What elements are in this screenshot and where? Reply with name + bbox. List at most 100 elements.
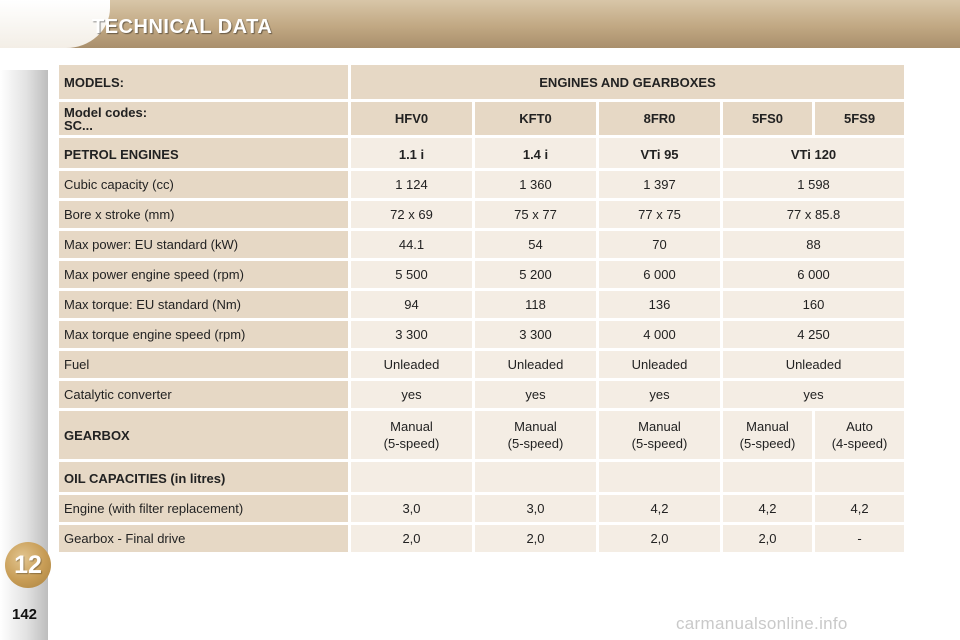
- gearbox-speeds: (5-speed): [739, 436, 796, 451]
- cell-value: 88: [723, 231, 905, 258]
- engines-header: ENGINES AND GEARBOXES: [351, 65, 905, 99]
- row-label: Catalytic converter: [59, 381, 348, 408]
- model-code: 8FR0: [599, 102, 720, 135]
- table-row: Fuel Unleaded Unleaded Unleaded Unleaded: [59, 351, 905, 378]
- cell-value: 4,2: [815, 495, 905, 522]
- model-codes-row: Model codes: SC... HFV0 KFT0 8FR0 5FS0 5…: [59, 102, 905, 135]
- empty-cell: [475, 462, 596, 492]
- watermark: carmanualsonline.info: [676, 614, 848, 633]
- chapter-badge: 12: [5, 542, 51, 588]
- cell-value: 5 500: [351, 261, 472, 288]
- table-row: Max power: EU standard (kW) 44.1 54 70 8…: [59, 231, 905, 258]
- table-row: Max torque engine speed (rpm) 3 300 3 30…: [59, 321, 905, 348]
- table-row: Cubic capacity (cc) 1 124 1 360 1 397 1 …: [59, 171, 905, 198]
- cell-value: yes: [475, 381, 596, 408]
- gearbox-type: Manual: [746, 419, 789, 434]
- table-row: Engine (with filter replacement) 3,0 3,0…: [59, 495, 905, 522]
- row-label: Max power engine speed (rpm): [59, 261, 348, 288]
- cell-value: 3,0: [475, 495, 596, 522]
- model-codes-label-line2: SC...: [64, 117, 93, 133]
- empty-cell: [723, 462, 812, 492]
- cell-value: 3 300: [351, 321, 472, 348]
- table-row: Max torque: EU standard (Nm) 94 118 136 …: [59, 291, 905, 318]
- cell-value: Unleaded: [723, 351, 905, 378]
- engine-name: VTi 95: [599, 138, 720, 168]
- cell-value: 2,0: [351, 525, 472, 552]
- cell-value: 6 000: [599, 261, 720, 288]
- cell-value: 4,2: [599, 495, 720, 522]
- model-code: 5FS0: [723, 102, 812, 135]
- cell-value: 72 x 69: [351, 201, 472, 228]
- gearbox-speeds: (5-speed): [383, 436, 440, 451]
- cell-value: 4,2: [723, 495, 812, 522]
- cell-value: 4 000: [599, 321, 720, 348]
- gearbox-value: Manual (5-speed): [723, 411, 812, 459]
- gearbox-speeds: (5-speed): [631, 436, 688, 451]
- header-tab: [0, 0, 110, 48]
- model-code: HFV0: [351, 102, 472, 135]
- model-codes-label: Model codes: SC...: [59, 102, 348, 135]
- cell-value: 4 250: [723, 321, 905, 348]
- gearbox-value: Manual (5-speed): [599, 411, 720, 459]
- cell-value: 44.1: [351, 231, 472, 258]
- gearbox-type: Manual: [390, 419, 433, 434]
- cell-value: 3 300: [475, 321, 596, 348]
- cell-value: 70: [599, 231, 720, 258]
- gearbox-label: GEARBOX: [59, 411, 348, 459]
- model-code: KFT0: [475, 102, 596, 135]
- cell-value: yes: [723, 381, 905, 408]
- gearbox-value: Manual (5-speed): [475, 411, 596, 459]
- cell-value: 77 x 75: [599, 201, 720, 228]
- cell-value: Unleaded: [475, 351, 596, 378]
- cell-value: yes: [351, 381, 472, 408]
- models-label: MODELS:: [59, 65, 348, 99]
- models-row: MODELS: ENGINES AND GEARBOXES: [59, 65, 905, 99]
- page-title: TECHNICAL DATA: [92, 16, 273, 38]
- gearbox-row: GEARBOX Manual (5-speed) Manual (5-speed) …: [59, 411, 905, 459]
- gearbox-value: Auto (4-speed): [815, 411, 905, 459]
- petrol-engines-label: PETROL ENGINES: [59, 138, 348, 168]
- gearbox-type: Manual: [514, 419, 557, 434]
- engine-name: 1.1 i: [351, 138, 472, 168]
- gearbox-value: Manual (5-speed): [351, 411, 472, 459]
- model-codes-label-line1: Model codes:: [64, 104, 148, 120]
- empty-cell: [599, 462, 720, 492]
- row-label: Max torque: EU standard (Nm): [59, 291, 348, 318]
- oil-capacities-row: OIL CAPACITIES (in litres): [59, 462, 905, 492]
- cell-value: 2,0: [723, 525, 812, 552]
- cell-value: 94: [351, 291, 472, 318]
- cell-value: 2,0: [475, 525, 596, 552]
- row-label: Engine (with filter replacement): [59, 495, 348, 522]
- table-row: Max power engine speed (rpm) 5 500 5 200…: [59, 261, 905, 288]
- empty-cell: [351, 462, 472, 492]
- cell-value: 136: [599, 291, 720, 318]
- row-label: Gearbox - Final drive: [59, 525, 348, 552]
- cell-value: 1 124: [351, 171, 472, 198]
- cell-value: 75 x 77: [475, 201, 596, 228]
- cell-value: Unleaded: [599, 351, 720, 378]
- cell-value: 6 000: [723, 261, 905, 288]
- header-band: [0, 0, 960, 48]
- cell-value: 54: [475, 231, 596, 258]
- gearbox-type: Manual: [638, 419, 681, 434]
- row-label: Cubic capacity (cc): [59, 171, 348, 198]
- cell-value: 1 360: [475, 171, 596, 198]
- row-label: Bore x stroke (mm): [59, 201, 348, 228]
- oil-capacities-label: OIL CAPACITIES (in litres): [59, 462, 348, 492]
- cell-value: 2,0: [599, 525, 720, 552]
- table-row: Gearbox - Final drive 2,0 2,0 2,0 2,0 -: [59, 525, 905, 552]
- cell-value: yes: [599, 381, 720, 408]
- cell-value: Unleaded: [351, 351, 472, 378]
- cell-value: 1 397: [599, 171, 720, 198]
- row-label: Max torque engine speed (rpm): [59, 321, 348, 348]
- cell-value: 77 x 85.8: [723, 201, 905, 228]
- gearbox-speeds: (4-speed): [831, 436, 888, 451]
- cell-value: 118: [475, 291, 596, 318]
- technical-data-table: MODELS: ENGINES AND GEARBOXES Model code…: [56, 62, 907, 555]
- engine-name: 1.4 i: [475, 138, 596, 168]
- table-row: Bore x stroke (mm) 72 x 69 75 x 77 77 x …: [59, 201, 905, 228]
- page-number: 142: [12, 606, 38, 623]
- empty-cell: [815, 462, 905, 492]
- petrol-engines-row: PETROL ENGINES 1.1 i 1.4 i VTi 95 VTi 12…: [59, 138, 905, 168]
- cell-value: 160: [723, 291, 905, 318]
